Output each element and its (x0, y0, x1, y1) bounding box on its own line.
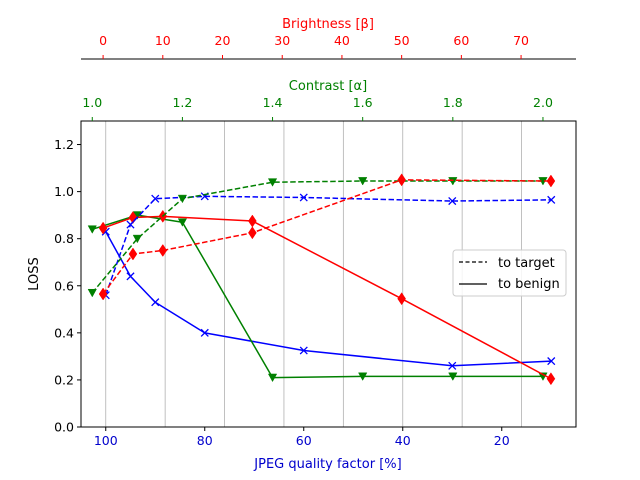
x-tick-label-contrast: 1.4 (263, 95, 283, 110)
x-tick-label-brightness: 40 (334, 33, 350, 48)
series-jpeg-to-target (101, 192, 556, 300)
x-tick-label-brightness: 60 (453, 33, 469, 48)
data-point (299, 193, 308, 202)
y-tick-label: 0.0 (54, 420, 74, 435)
x-tick-label-brightness: 50 (394, 33, 410, 48)
legend-label-to-target: to target (498, 256, 555, 271)
y-tick-label: 0.4 (54, 325, 74, 340)
data-point (98, 287, 108, 301)
data-point (547, 357, 556, 366)
y-tick-label: 1.2 (54, 137, 74, 152)
data-point (126, 220, 135, 229)
data-point (538, 372, 548, 381)
data-point (128, 211, 138, 224)
series-line (102, 215, 552, 380)
x-tick-label-jpeg: 20 (494, 433, 510, 448)
data-point (87, 288, 97, 298)
x-tick-label-contrast: 1.2 (172, 95, 192, 110)
legend: to target to benign (452, 249, 567, 297)
data-point (448, 177, 458, 186)
x-axis-label-jpeg: JPEG quality factor [%] (253, 457, 401, 472)
x-tick-label-jpeg: 80 (197, 433, 213, 448)
x-axis-brightness: 0 10 20 30 40 50 60 70 (99, 33, 529, 59)
x-tick-label-jpeg: 40 (395, 433, 411, 448)
gridlines (105, 121, 522, 427)
x-tick-label-jpeg: 60 (296, 433, 312, 448)
data-point (448, 372, 458, 381)
data-point (128, 247, 138, 261)
data-point (132, 234, 142, 244)
y-tick-label: 0.2 (54, 372, 74, 387)
data-point (177, 194, 188, 204)
data-point (87, 225, 97, 234)
data-point (547, 195, 556, 204)
data-point (267, 178, 278, 187)
x-tick-label-contrast: 1.0 (82, 95, 102, 110)
series-jpeg-to-benign (101, 227, 556, 370)
legend-label-to-benign: to benign (498, 277, 560, 292)
series-layer (87, 173, 556, 386)
y-axis-label: LOSS (27, 257, 42, 291)
series-brightness-to-target (98, 173, 556, 301)
data-point (151, 194, 160, 203)
x-tick-label-brightness: 30 (274, 33, 290, 48)
data-point (248, 226, 257, 240)
x-tick-label-brightness: 70 (513, 33, 529, 48)
series-contrast-to-target (87, 177, 548, 298)
data-point (397, 173, 406, 187)
x-tick-label-contrast: 1.8 (443, 95, 463, 110)
data-point (448, 361, 457, 370)
x-axis-label-brightness: Brightness [β] (282, 17, 374, 32)
data-point (267, 373, 278, 383)
data-point (126, 272, 135, 281)
data-point (448, 196, 457, 206)
data-point (151, 298, 160, 307)
y-tick-label: 0.8 (54, 231, 74, 246)
x-tick-label-contrast: 2.0 (533, 95, 553, 110)
y-axis: 0.0 0.2 0.4 0.6 0.8 1.0 1.2 (54, 137, 81, 435)
y-tick-label: 0.6 (54, 278, 74, 293)
x-axis-contrast: 1.0 1.2 1.4 1.6 1.8 2.0 (82, 95, 553, 121)
x-tick-label-contrast: 1.6 (353, 95, 373, 110)
series-contrast-to-benign (87, 211, 548, 383)
data-point (98, 221, 108, 235)
data-point (397, 292, 406, 306)
data-point (248, 214, 257, 228)
data-point (358, 177, 368, 186)
x-tick-label-brightness: 20 (215, 33, 231, 48)
data-point (546, 174, 556, 188)
series-line (102, 179, 551, 295)
series-brightness-to-benign (98, 209, 556, 386)
x-tick-label-brightness: 10 (155, 33, 171, 48)
data-point (358, 372, 368, 381)
data-point (200, 328, 209, 337)
y-tick-label: 1.0 (54, 184, 74, 199)
x-tick-label-jpeg: 100 (94, 433, 118, 448)
plot-frame (80, 120, 577, 428)
data-point (158, 244, 168, 257)
data-point (299, 346, 308, 355)
data-point (177, 218, 188, 227)
x-axis-jpeg: 100 80 60 40 20 (94, 427, 510, 448)
x-tick-label-brightness: 0 (99, 33, 107, 48)
x-axis-label-contrast: Contrast [α] (289, 79, 367, 94)
data-point (546, 372, 556, 386)
